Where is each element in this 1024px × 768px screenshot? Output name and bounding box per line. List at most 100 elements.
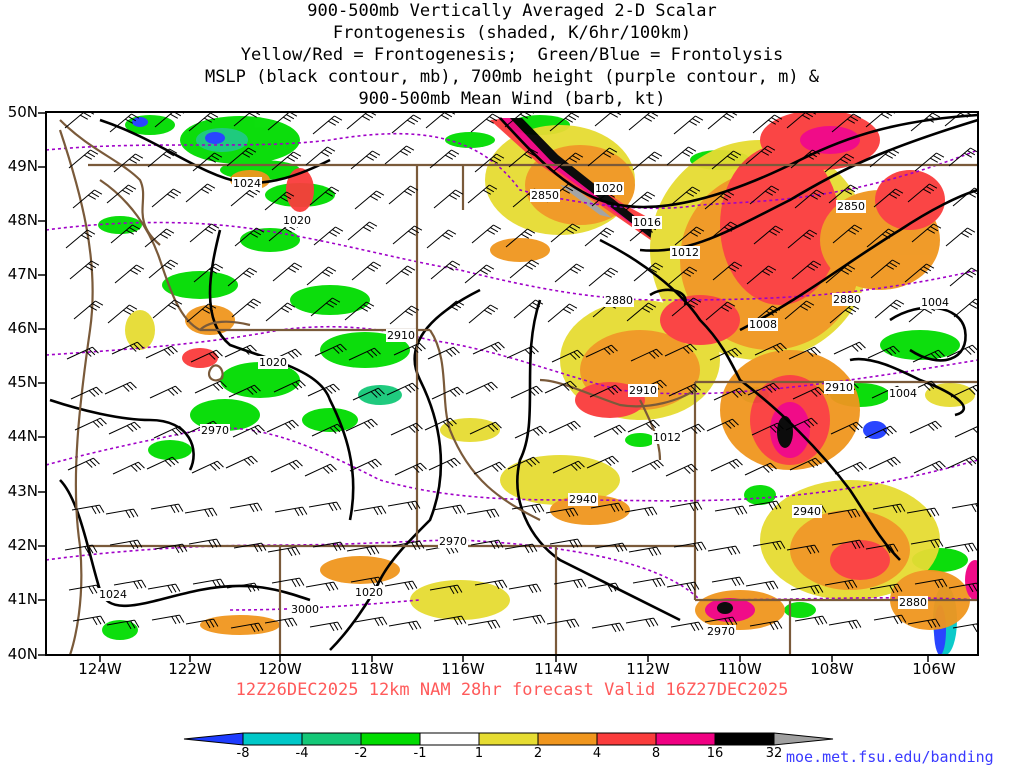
wind-barb [869,583,903,594]
wind-barb [865,543,899,554]
wind-barb [431,386,464,400]
wind-barb [952,187,978,207]
wind-barb [188,538,222,549]
wind-barb [427,346,460,360]
wind-barb [429,149,460,169]
wind-barb [65,229,96,249]
wind-barb [184,507,218,518]
map-title: 900-500mb Vertically Averaged 2-D Scalar… [0,0,1024,110]
wind-barb [794,189,825,209]
wind-barb [554,263,585,283]
height-label: 2880 [898,596,928,609]
wind-barb [868,456,901,470]
wind-barb [673,541,707,552]
height-label: 2970 [438,535,468,548]
wind-barb [309,621,343,632]
wind-barb [234,227,265,247]
wind-barb [787,229,818,249]
wind-barb [68,149,99,169]
wind-barb [707,112,738,130]
mslp-label: 1004 [888,387,918,400]
wind-barb [751,422,784,436]
wind-barb [266,419,299,433]
wind-barb [791,260,822,280]
lat-label: 46N [7,319,38,337]
wind-barb [192,578,226,589]
wind-barb [708,221,739,241]
wind-barb [274,506,308,517]
height-label: 2910 [386,329,416,342]
wind-barb [465,381,498,395]
wind-barb [913,460,946,474]
title-line: Yellow/Red = Frontogenesis; Green/Blue =… [240,45,784,65]
colorbar-swatch [596,732,657,746]
wind-barb [430,260,461,280]
wind-barb [311,423,344,437]
wind-barb [664,343,697,357]
wind-barb [744,462,777,476]
colorbar-label: -2 [354,746,368,761]
wind-barb [792,386,825,400]
wind-barb [308,501,342,512]
wind-barb [590,502,624,513]
colorbar-label: -8 [236,746,250,761]
wind-barb [627,419,660,433]
lon-label: 116W [441,660,485,678]
wind-barb [872,503,906,514]
wind-barb [391,114,422,134]
wind-barb [233,542,267,553]
wind-barb [669,501,703,512]
wind-barb [594,542,628,553]
wind-barb [264,617,298,628]
mslp-label: 1008 [748,318,778,331]
height-label: 2940 [792,505,822,518]
wind-barb [544,380,577,394]
wind-barb [748,500,782,511]
axis-ticks [38,112,929,662]
wind-barb [670,621,704,632]
wind-barb [909,420,942,434]
wind-barb [189,223,220,243]
wind-barb [433,189,464,209]
wind-barb [789,457,822,471]
wind-barb [426,229,457,249]
wind-barb [506,345,539,359]
wind-barb [151,188,182,208]
height-label: 2880 [604,294,634,307]
wind-barb [953,298,978,318]
wind-barb [306,266,337,286]
wind-barb [513,299,544,319]
wind-barb [388,185,419,205]
wind-barb [190,349,223,363]
wind-barb [624,506,658,517]
wind-barb [66,346,99,360]
colorbar-label: 1 [474,746,484,761]
colorbar-label: 16 [706,746,724,761]
wind-barb [71,504,105,515]
lat-label: 41N [7,590,38,608]
wind-barb [72,615,106,626]
wind-barb [947,455,978,469]
wind-barb [586,455,619,469]
credit-link[interactable]: moe.met.fsu.edu/banding [786,748,994,766]
mslp-contours [49,113,978,651]
mslp-label: 1024 [98,588,128,601]
wind-barb [227,267,258,287]
wind-barb [229,502,263,513]
wind-barb [825,264,856,284]
wind-barb [668,383,701,397]
wind-barb [549,112,580,132]
wind-barb [474,579,508,590]
wind-barb [271,151,302,171]
wind-barb [824,153,855,173]
mslp-label: 1012 [670,246,700,259]
wind-barb [869,148,900,168]
height-label: 2940 [568,493,598,506]
mslp-label: 1020 [354,586,384,599]
wind-barb [394,462,427,476]
wind-barb [472,341,505,355]
wind-barb [346,545,380,556]
wind-barb [313,226,344,246]
wind-barb [468,304,499,324]
wind-barb [952,623,978,633]
